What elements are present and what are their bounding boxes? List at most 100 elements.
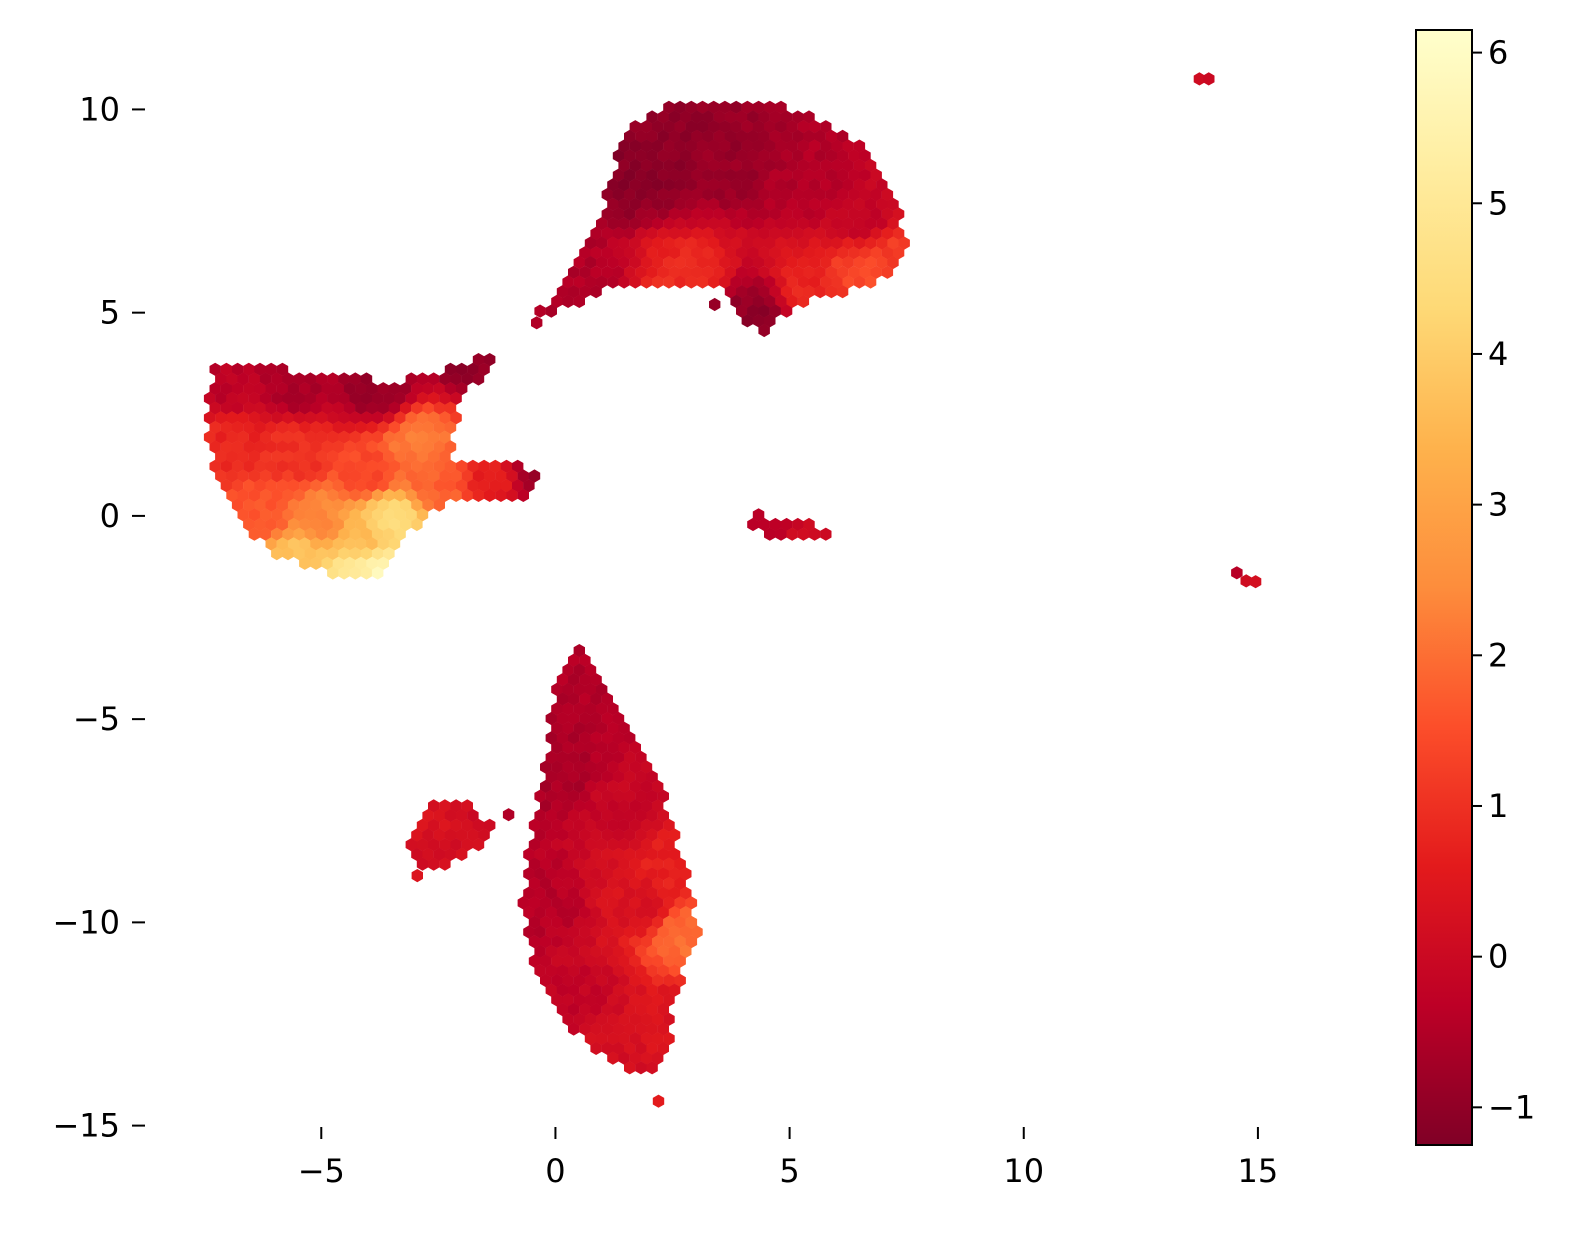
hexbin-cell [668, 149, 681, 163]
hexbin-cell [259, 488, 272, 502]
hexbin-cell [624, 731, 636, 745]
hexbin-cell [568, 1003, 580, 1017]
hexbin-cell [573, 275, 585, 289]
hexbin-cell [612, 246, 625, 260]
hexbin-cell [299, 556, 311, 570]
hexbin-cell [259, 430, 272, 444]
hexbin-cell [405, 450, 417, 464]
hexbin-cell [321, 498, 333, 512]
hexbin-cell [573, 702, 585, 716]
hexbin-cell [831, 275, 843, 289]
hexbin-cell [388, 498, 401, 512]
hexbin-cell [528, 954, 541, 968]
hexbin-cell [556, 964, 569, 978]
hexbin-cell [797, 197, 810, 211]
hexbin-cell [792, 188, 804, 202]
hexbin-cell [209, 362, 221, 376]
hexbin-cell [848, 265, 860, 279]
hexbin-cell [736, 168, 748, 182]
hexbin-cell [607, 993, 619, 1007]
hexbin-cell [601, 1003, 613, 1017]
hexbin-cell [271, 508, 283, 522]
hexbin-cell [299, 420, 311, 435]
hexbin-cell [360, 391, 373, 405]
hexbin-cell [327, 566, 339, 580]
hexbin-cell [752, 197, 765, 211]
hexbin-cell [607, 818, 619, 832]
hexbin-cell [752, 294, 765, 308]
hexbin-cell [612, 711, 625, 726]
hexbin-cell [265, 459, 277, 473]
x-axis: −5 0 5 10 15 [298, 1127, 1278, 1190]
hexbin-cell [596, 721, 608, 735]
hexbin-cell [371, 527, 384, 541]
hexbin-cell [332, 440, 345, 454]
hexbin-cell [377, 537, 389, 551]
hexbin-cell [607, 1012, 619, 1026]
hexbin-cell [747, 129, 759, 143]
hexbin-cell [741, 120, 754, 134]
hexbin-cell [243, 479, 255, 493]
hexbin-cell [747, 226, 759, 240]
hexbin-cell [310, 440, 322, 454]
hexbin-cell [321, 556, 333, 570]
hexbin-cell [265, 362, 277, 376]
hexbin-cell [1193, 72, 1206, 86]
hexbin-cell [607, 896, 619, 910]
hexbin-cell [708, 158, 720, 173]
hexbin-cell [444, 479, 457, 493]
hexbin-cell [736, 304, 748, 318]
hexbin-cell [859, 168, 871, 182]
hexbin-cell [652, 973, 664, 988]
hexbin-cell [635, 847, 647, 861]
hexbin-cell [814, 285, 826, 299]
hexbin-cell [551, 294, 563, 308]
y-axis: 10 5 0 −5 −10 −15 [52, 90, 145, 1145]
hexbin-cell [299, 459, 311, 473]
hexbin-cell [764, 255, 776, 270]
hexbin-cell [416, 469, 429, 483]
hexbin-cell [573, 760, 585, 774]
hexbin-cell [220, 362, 233, 376]
hexbin-cell [439, 857, 451, 871]
hexbin-cell [607, 721, 619, 735]
hexbin-cell [551, 915, 563, 929]
hexbin-cell [259, 411, 272, 425]
hexbin-cell [461, 372, 473, 386]
hexbin-cell [607, 857, 619, 871]
hexbin-cell [685, 896, 698, 910]
hexbin-cell [876, 255, 888, 270]
hexbin-cell [562, 876, 574, 891]
hexbin-cell [573, 973, 585, 988]
hexbin-cell [685, 236, 698, 250]
hexbin-cell [226, 469, 238, 483]
hexbin-cell [1240, 574, 1252, 588]
hexbin-cell [629, 139, 641, 153]
hexbin-cell [853, 236, 866, 250]
hexbin-cell [540, 799, 552, 813]
hexbin-cell [500, 459, 513, 473]
hexbin-cell [584, 857, 597, 871]
hexbin-cell [736, 110, 748, 124]
hexbin-cell [752, 508, 765, 522]
hexbin-cell [680, 149, 692, 163]
hexbin-cell [371, 430, 384, 444]
hexbin-cell [416, 391, 429, 405]
hexbin-cell [551, 954, 563, 968]
hexbin-cell [444, 382, 457, 396]
hexbin-cell [657, 906, 669, 920]
hexbin-cell [764, 139, 776, 153]
hexbin-cell [635, 789, 647, 803]
hexbin-cell [321, 440, 333, 454]
hexbin-cell [814, 149, 826, 163]
hexbin-cell [327, 450, 339, 464]
hexbin-cell [607, 197, 619, 211]
hexbin-cell [646, 1061, 658, 1075]
hexbin-cell [327, 547, 339, 561]
hexbin-cell [584, 799, 597, 813]
hexbin-cell [271, 469, 283, 483]
hexbin-cell [383, 450, 395, 464]
hexbin-cell [400, 459, 412, 473]
hexbin-cell [551, 857, 563, 871]
hexbin-cell [797, 158, 810, 173]
